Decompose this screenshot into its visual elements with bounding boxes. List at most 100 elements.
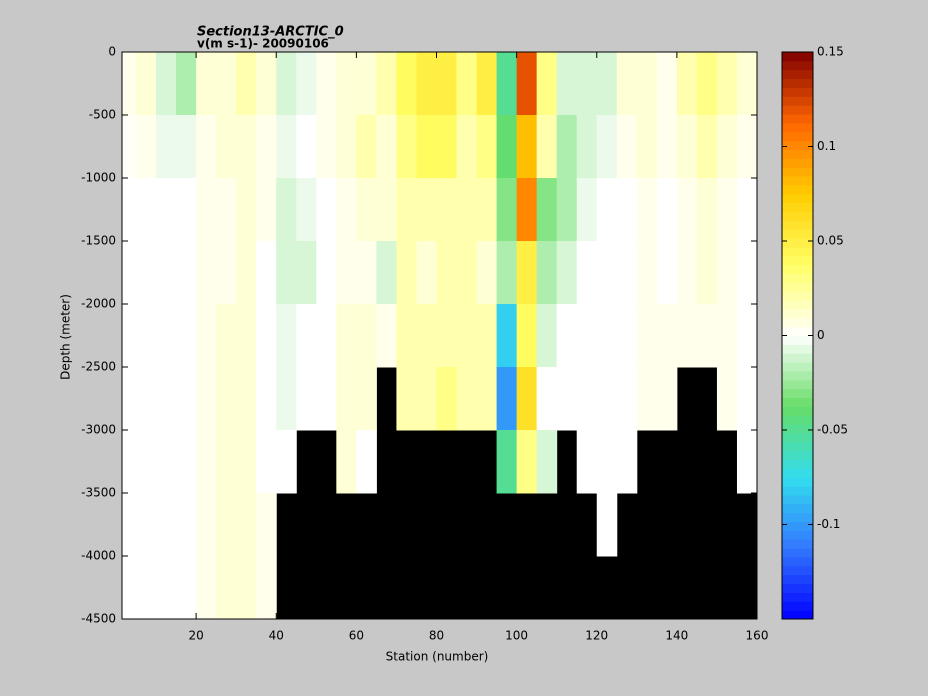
cell	[122, 367, 137, 431]
colorbar-swatch	[782, 468, 813, 478]
x-tick-label: 20	[188, 629, 203, 643]
cell	[436, 52, 458, 116]
cell	[496, 304, 518, 368]
cell	[336, 430, 357, 494]
cell	[356, 430, 377, 494]
plot-frame	[121, 51, 758, 620]
cell	[196, 178, 217, 242]
colorbar-swatch	[782, 211, 813, 221]
cell	[716, 52, 738, 116]
cell	[596, 430, 618, 494]
cell	[576, 178, 598, 242]
cell	[136, 52, 157, 116]
cell	[736, 52, 758, 116]
cell	[456, 178, 478, 242]
colorbar-swatch	[782, 238, 813, 248]
colorbar-swatch	[782, 78, 813, 88]
cell	[176, 367, 197, 431]
cell	[596, 367, 618, 431]
colorbar-swatch	[782, 264, 813, 274]
cell	[216, 178, 237, 242]
cell	[656, 115, 678, 179]
cell	[596, 241, 618, 305]
cell	[276, 178, 297, 242]
cell	[436, 178, 458, 242]
cell	[156, 178, 177, 242]
chart-title: Section13-ARCTIC_0	[197, 25, 344, 40]
cell	[316, 241, 337, 305]
colorbar-swatch	[782, 308, 813, 319]
cell	[136, 493, 157, 557]
cell	[176, 115, 197, 179]
cell	[176, 178, 197, 242]
cell	[136, 241, 157, 305]
cell	[596, 493, 618, 557]
colorbar-swatch	[782, 255, 813, 266]
cell	[656, 367, 678, 431]
cell	[396, 178, 417, 242]
cell	[196, 304, 217, 368]
colorbar-swatch	[782, 556, 813, 567]
cell	[716, 367, 738, 431]
cell	[636, 52, 658, 116]
colorbar-swatch	[782, 450, 813, 461]
cell	[236, 430, 257, 494]
cell	[516, 241, 538, 305]
cell	[122, 52, 137, 116]
cell	[716, 304, 738, 368]
y-tick-label: -2000	[81, 297, 116, 311]
cell	[196, 493, 217, 557]
cell	[256, 556, 277, 620]
cell	[176, 430, 197, 494]
cell	[316, 52, 337, 116]
cell	[536, 115, 558, 179]
cell	[576, 241, 598, 305]
cell	[556, 304, 578, 368]
cell	[636, 241, 658, 305]
colorbar-swatch	[782, 220, 813, 230]
cell	[316, 304, 337, 368]
x-tick-label: 60	[349, 629, 364, 643]
cell	[336, 304, 357, 368]
cell	[496, 367, 518, 431]
cell	[576, 304, 598, 368]
colorbar-swatch	[782, 459, 813, 469]
colorbar-swatch	[782, 273, 813, 283]
colorbar-swatch	[782, 503, 813, 514]
cell	[256, 493, 277, 557]
cell	[176, 493, 197, 557]
cell	[496, 178, 518, 242]
cell	[156, 304, 177, 368]
cell	[556, 115, 578, 179]
y-tick-label: -500	[89, 108, 116, 122]
cell	[236, 304, 257, 368]
cell	[376, 304, 397, 368]
cell	[276, 115, 297, 179]
cell	[396, 115, 417, 179]
cell	[216, 430, 237, 494]
cell	[536, 241, 558, 305]
colorbar-swatch	[782, 574, 813, 585]
colorbar-swatch	[782, 87, 813, 97]
cell	[396, 304, 417, 368]
cell	[476, 52, 498, 116]
cell	[216, 556, 237, 620]
cell	[616, 367, 638, 431]
cell	[196, 241, 217, 305]
colorbar-swatch	[782, 397, 813, 407]
colorbar-swatch	[782, 477, 813, 487]
cell	[496, 241, 518, 305]
cell	[696, 241, 718, 305]
cell	[556, 367, 578, 431]
colorbar-tick-label: -0.1	[817, 517, 840, 531]
cell	[122, 430, 137, 494]
cell	[236, 367, 257, 431]
cell	[336, 367, 357, 431]
cell	[596, 52, 618, 116]
colorbar-swatch	[782, 494, 813, 505]
y-tick-label: -4000	[81, 549, 116, 563]
cell	[536, 304, 558, 368]
cell	[616, 178, 638, 242]
cell	[496, 430, 518, 494]
cell	[416, 241, 437, 305]
